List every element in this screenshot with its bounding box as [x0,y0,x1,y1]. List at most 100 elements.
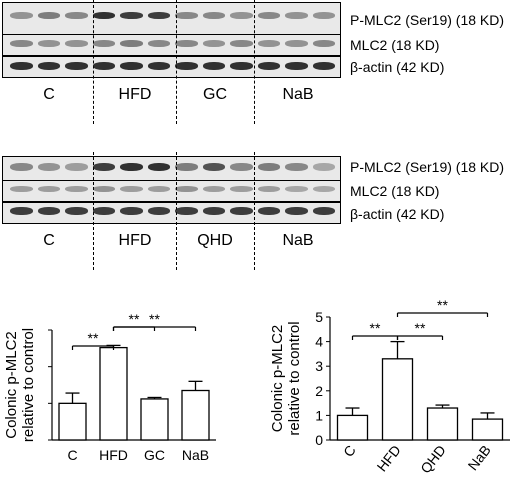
blot-band [65,62,88,70]
blot-band [37,186,60,192]
group-label: HFD [118,86,152,103]
blot-band [202,163,225,171]
blot-row-label: β-actin (42 KD) [350,59,445,75]
blot-band [175,62,198,70]
blot-band [37,163,60,171]
x-tick-label: C [340,442,359,460]
blot-band [120,207,143,215]
blot-band [285,207,308,215]
blot-band [65,40,88,47]
blot-band [65,186,88,192]
blot-band [147,40,170,47]
blot-band [10,207,33,215]
lane-divider [254,0,255,124]
blot-band [230,207,253,215]
blot-band [120,12,143,19]
blot-strip-pmlc2 [2,2,341,35]
significance-label: ** [149,311,160,327]
x-tick-label: NaB [182,447,209,463]
blot-band [285,62,308,70]
blot-band [65,163,88,171]
blot-band [37,40,60,47]
blot-band [312,207,335,215]
blot-band [10,163,33,171]
blot-band [65,12,88,19]
y-axis-label: Colonic p-MLC2relative to control [269,321,303,435]
blot-band [175,12,198,19]
blot-band [312,186,335,192]
blot-band [92,40,115,47]
x-tick-label: C [67,447,77,463]
y-tick-label: 5 [315,309,323,325]
blot-band [285,186,308,192]
x-tick-label: NaB [464,442,493,473]
blot-band [175,186,198,192]
blot-band [92,207,115,215]
group-label: NaB [282,232,314,249]
group-label: GC [203,86,227,103]
significance-label: ** [129,311,140,327]
group-label: NaB [282,86,314,103]
blot-band [230,163,253,171]
blot-band [312,62,335,70]
group-label: HFD [118,232,152,249]
bar [426,407,459,441]
blot-band [257,40,280,47]
blot-row-label: P-MLC2 (Ser19) (18 KD) [350,12,505,28]
y-tick-label: 0 [315,432,323,448]
blot-band [257,186,280,192]
blot-band [257,207,280,215]
blot-band [257,62,280,70]
x-tick-label: GC [144,447,165,463]
blot-band [10,40,33,47]
blot-band [120,163,143,171]
blot-band [175,207,198,215]
blot-band [257,12,280,19]
blot-strip-actin [2,56,341,78]
blot-band [147,163,170,171]
blot-band [147,62,170,70]
y-tick-label: 1 [315,407,323,423]
blot-band [202,40,225,47]
blot-row-label: MLC2 (18 KD) [350,37,440,53]
blot-band [37,62,60,70]
bar [381,358,414,441]
blot-band [257,163,280,171]
blot-band [202,207,225,215]
blot-row-label: β-actin (42 KD) [350,206,445,222]
blot-band [120,186,143,192]
blot-band [285,12,308,19]
lane-divider [93,0,94,124]
bar-chart-panel-2: Colonic p-MLC2relative to control 0 1 2 3 4 5 C… [269,300,510,476]
bar [58,402,87,441]
blot-band [10,186,33,192]
y-tick-label: 2 [315,383,323,399]
blot-band [175,40,198,47]
blot-band [92,12,115,19]
blot-row-label: MLC2 (18 KD) [350,183,440,199]
x-tick-label: HFD [374,442,404,475]
blot-band [120,40,143,47]
blot-band [230,40,253,47]
bar [181,389,210,441]
blot-band [147,207,170,215]
group-label: C [43,86,55,103]
significance-label: ** [370,320,381,336]
lane-divider [254,152,255,270]
blot-band [202,12,225,19]
blot-band [230,186,253,192]
x-tick-label: QHD [417,442,449,476]
blot-band [147,186,170,192]
blot-row-label: P-MLC2 (Ser19) (18 KD) [350,159,505,175]
blot-band [10,12,33,19]
blot-band [175,163,198,171]
significance-label: ** [437,300,448,313]
group-label: C [43,232,55,249]
y-axis-label: Colonic p-MLC2relative to control [3,328,37,442]
significance-label: ** [415,320,426,336]
blot-band [202,62,225,70]
blot-band [230,12,253,19]
blot-band [312,163,335,171]
x-tick-label: HFD [99,447,128,463]
blot-strip-mlc2 [2,34,341,56]
